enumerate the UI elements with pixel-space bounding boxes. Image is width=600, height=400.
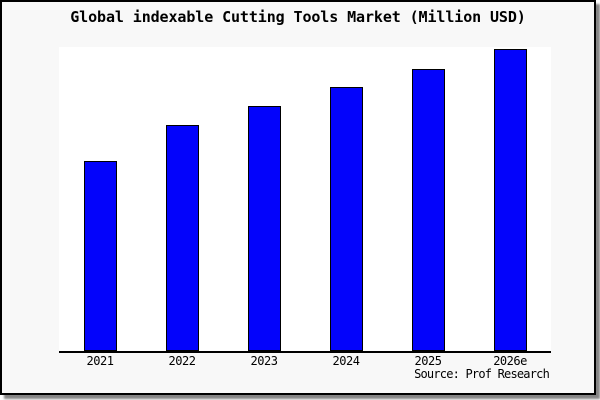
bar-2025 bbox=[411, 69, 445, 351]
bar-slot-2021 bbox=[59, 47, 141, 351]
x-tick-label-2024: 2024 bbox=[332, 354, 360, 368]
bar-2022 bbox=[165, 125, 199, 351]
bar-slot-2025 bbox=[387, 47, 469, 351]
bar-2023 bbox=[247, 106, 281, 351]
source-note: Source: Prof Research bbox=[414, 367, 550, 381]
x-tick-label-2025: 2025 bbox=[414, 354, 442, 368]
chart-title: Global indexable Cutting Tools Market (M… bbox=[70, 8, 526, 26]
plot-area bbox=[59, 47, 551, 353]
bar-slot-2023 bbox=[223, 47, 305, 351]
bar-slot-2026e bbox=[469, 47, 551, 351]
x-tick-label-2023: 2023 bbox=[250, 354, 278, 368]
x-tick-label-2022: 2022 bbox=[168, 354, 196, 368]
x-tick-label-2026e: 2026e bbox=[493, 354, 527, 368]
bar-slot-2022 bbox=[141, 47, 223, 351]
bar-2021 bbox=[83, 161, 117, 351]
bar-slot-2024 bbox=[305, 47, 387, 351]
x-axis-tick-labels: 2021 2022 2023 2024 2025 2026e bbox=[59, 354, 551, 368]
x-tick-label-2021: 2021 bbox=[86, 354, 114, 368]
bar-2024 bbox=[329, 87, 363, 351]
bar-2026e bbox=[493, 49, 527, 351]
